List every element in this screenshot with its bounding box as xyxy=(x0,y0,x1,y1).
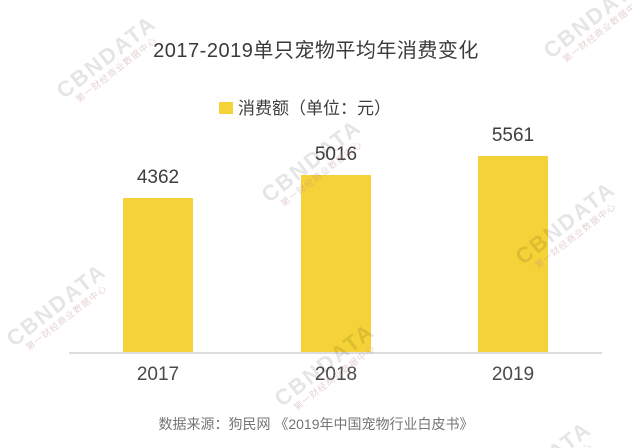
legend: 消费额（单位：元） xyxy=(219,94,391,119)
chart-title: 2017-2019单只宠物平均年消费变化 xyxy=(153,40,479,62)
x-axis-line xyxy=(69,352,602,354)
x-axis-label: 2017 xyxy=(136,364,180,385)
bar-value-label: 4362 xyxy=(136,167,180,188)
x-axis-label: 2019 xyxy=(491,364,535,385)
legend-swatch-icon xyxy=(219,101,233,114)
bar-2019 xyxy=(478,156,548,352)
legend-label: 消费额（单位：元） xyxy=(238,99,391,118)
bar-value-label: 5561 xyxy=(491,125,535,146)
data-source-note: 数据来源：狗民网 《2019年中国宠物行业白皮书》 xyxy=(158,416,474,432)
bar-2017 xyxy=(123,198,193,352)
bar-2018 xyxy=(301,175,371,352)
bar-value-label: 5016 xyxy=(314,144,358,165)
x-axis-label: 2018 xyxy=(314,364,358,385)
